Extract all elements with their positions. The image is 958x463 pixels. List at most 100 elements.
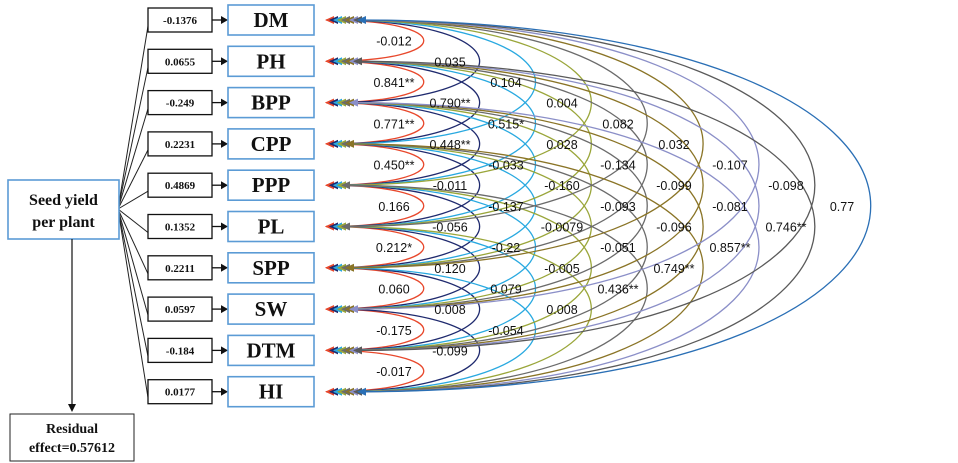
correlation-label: 0.082	[602, 117, 633, 131]
correlation-label: 0.746**	[765, 221, 806, 235]
arrowhead	[221, 57, 228, 66]
correlation-label: 0.841**	[373, 76, 414, 90]
variable-name: DM	[254, 8, 289, 32]
direct-effect-value: 0.0655	[165, 56, 196, 68]
arrowhead	[221, 98, 228, 107]
arrowhead	[353, 57, 362, 66]
variable-name: CPP	[251, 132, 292, 156]
variable-box	[227, 86, 315, 119]
direct-effect-value: 0.0177	[165, 387, 196, 399]
arrowhead	[221, 263, 228, 272]
correlation-arc	[325, 101, 425, 145]
correlation-label: 0.436**	[597, 282, 638, 296]
direct-effect-value: -0.1376	[163, 15, 197, 27]
correlation-label: -0.081	[712, 200, 747, 214]
correlation-label: -0.012	[376, 35, 411, 49]
arrowhead	[221, 305, 228, 314]
path-line	[117, 208, 149, 233]
path-line	[117, 208, 149, 357]
correlation-label: 0.104	[490, 76, 521, 90]
residual-line2: effect=0.57612	[29, 441, 115, 456]
correlation-arc	[325, 225, 425, 269]
variable-row: 0.4869 PPP	[147, 169, 315, 201]
correlation-arc	[357, 19, 872, 393]
direct-effect-box	[147, 48, 213, 74]
variable-row: 0.2231 CPP	[147, 128, 315, 160]
correlation-arc	[345, 101, 704, 352]
correlation-arc	[349, 19, 760, 310]
variable-row: 0.1352 PL	[147, 210, 315, 243]
arrowhead	[357, 387, 366, 396]
direct-effect-value: 0.1352	[165, 222, 196, 234]
correlation-label: 0.212*	[376, 241, 412, 255]
correlation-label: -0.107	[712, 159, 747, 173]
direct-effect-box	[147, 255, 213, 281]
variable-box	[227, 128, 315, 160]
correlation-label: 0.035	[434, 55, 465, 69]
direct-effect-value: 0.4869	[165, 180, 196, 192]
arrowhead	[349, 305, 358, 314]
variable-row: -0.184 DTM	[147, 334, 315, 367]
arrowhead	[221, 139, 228, 148]
correlation-arc	[325, 19, 425, 62]
variable-row: 0.0597 SW	[147, 293, 315, 325]
direct-effect-value: -0.184	[166, 345, 195, 357]
correlation-label: 0.120	[434, 262, 465, 276]
correlation-arc	[341, 101, 648, 310]
correlation-arc	[345, 60, 704, 310]
correlation-arc	[325, 184, 425, 228]
variable-name: SPP	[252, 256, 290, 280]
correlation-labels: -0.012 0.841** 0.771** 0.450** 0.166 0.212* 0.…	[373, 35, 854, 379]
correlation-arc	[325, 349, 425, 393]
correlation-label: -0.051	[600, 241, 635, 255]
variable-name: PL	[258, 215, 285, 239]
correlation-arc	[353, 60, 816, 393]
arrowhead	[345, 139, 354, 148]
correlation-label: 0.004	[546, 97, 577, 111]
arrowhead	[221, 16, 228, 24]
variable-name: BPP	[251, 91, 291, 115]
correlation-arc	[329, 143, 481, 228]
correlation-arc	[329, 267, 481, 352]
direct-effect-box	[147, 89, 213, 116]
direct-effect-value: 0.2211	[165, 263, 195, 275]
variable-name: HI	[259, 380, 284, 404]
direct-effect-box	[147, 172, 213, 198]
correlation-label: -0.22	[492, 241, 521, 255]
seed-yield-node: Seed yield per plant	[7, 179, 120, 240]
arrowhead	[221, 181, 228, 190]
correlation-label: 0.079	[490, 282, 521, 296]
direct-effect-box	[147, 7, 213, 33]
variable-box	[227, 293, 315, 325]
correlation-arc	[345, 19, 704, 269]
variable-row: -0.1376 DM	[147, 4, 315, 36]
correlation-arc	[341, 143, 648, 352]
correlation-label: -0.134	[600, 159, 635, 173]
correlation-arc	[341, 184, 648, 393]
correlation-label: 0.771**	[373, 117, 414, 131]
correlation-label: -0.005	[544, 262, 579, 276]
variable-row: 0.0177 HI	[147, 375, 315, 408]
path-line	[117, 149, 149, 210]
variable-box	[227, 210, 315, 243]
direct-effect-value: 0.2231	[165, 139, 195, 151]
variable-box	[227, 252, 315, 284]
correlation-arc	[349, 101, 760, 393]
correlation-label: 0.032	[658, 138, 689, 152]
arrowhead	[221, 346, 228, 355]
path-line	[117, 208, 149, 275]
correlation-label: -0.054	[488, 324, 523, 338]
direct-effect-box	[147, 131, 213, 157]
arrowhead	[345, 263, 354, 272]
direct-effect-value: 0.0597	[165, 304, 196, 316]
variable-row: -0.249 BPP	[147, 86, 315, 119]
correlation-label: 0.166	[378, 200, 409, 214]
correlation-label: 0.790**	[429, 97, 470, 111]
correlation-label: 0.857**	[709, 241, 750, 255]
correlation-arc	[353, 19, 816, 352]
direct-effect-box	[147, 337, 213, 364]
correlation-label: -0.093	[600, 200, 635, 214]
correlation-label: -0.0079	[541, 221, 583, 235]
variable-name: PH	[256, 49, 285, 73]
